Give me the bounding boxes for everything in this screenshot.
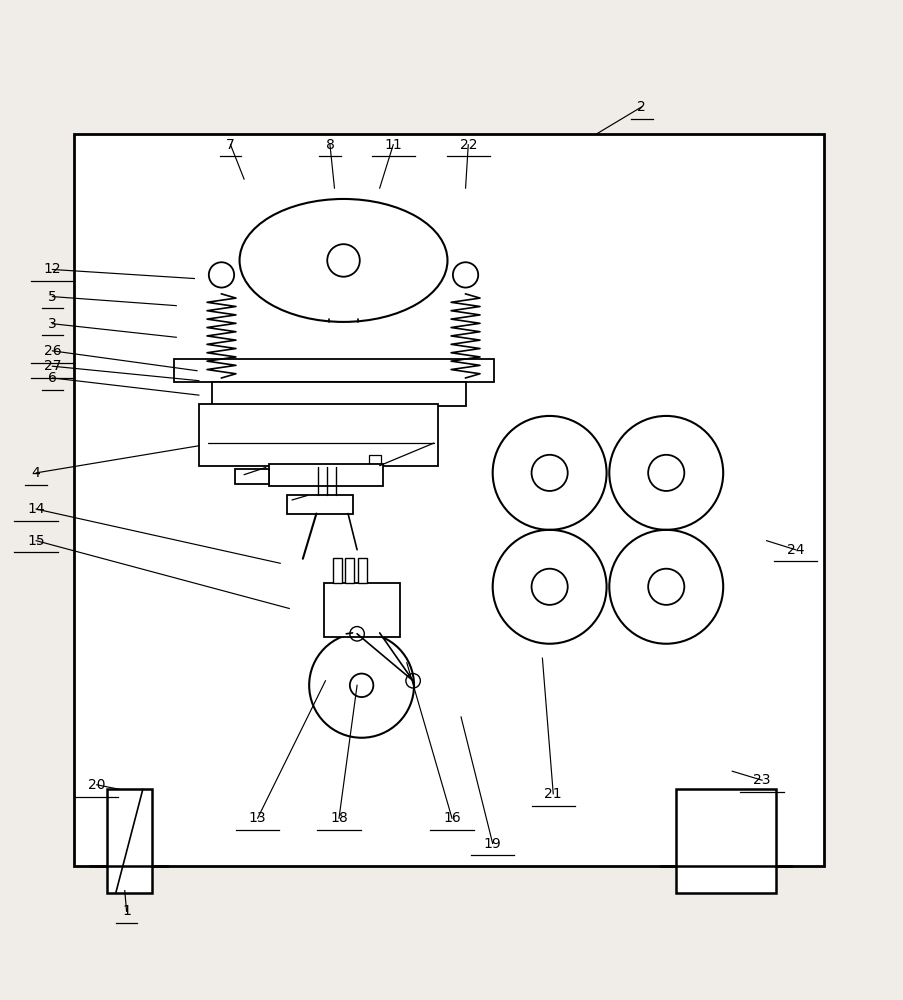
Bar [199,404,438,466]
Text: 24: 24 [786,543,804,557]
Bar [211,382,466,406]
Text: 8: 8 [325,138,334,152]
Text: 12: 12 [43,262,61,276]
Bar [358,558,367,583]
Text: 11: 11 [384,138,402,152]
Text: 27: 27 [43,359,61,373]
Bar [74,134,824,866]
Text: 4: 4 [32,466,41,480]
Bar [323,583,400,637]
Bar [675,789,775,893]
Text: 7: 7 [226,138,235,152]
Text: 14: 14 [27,502,45,516]
Bar [345,558,354,583]
Text: 13: 13 [248,811,266,825]
Bar [332,558,341,583]
Bar [173,359,494,382]
Bar [269,464,383,486]
Bar [107,789,152,893]
Text: 21: 21 [544,787,562,801]
Text: 23: 23 [752,773,770,787]
Text: 3: 3 [48,317,57,331]
Text: 1: 1 [122,904,131,918]
Text: 20: 20 [88,778,106,792]
Text: 19: 19 [483,837,501,851]
Text: 15: 15 [27,534,45,548]
Bar [368,455,380,464]
Bar [235,469,269,484]
Text: 18: 18 [330,811,348,825]
Text: 26: 26 [43,344,61,358]
Text: 5: 5 [48,290,57,304]
Text: 22: 22 [459,138,477,152]
Text: 6: 6 [48,371,57,385]
Text: 2: 2 [637,100,646,114]
Text: 16: 16 [442,811,461,825]
Bar [287,495,353,514]
